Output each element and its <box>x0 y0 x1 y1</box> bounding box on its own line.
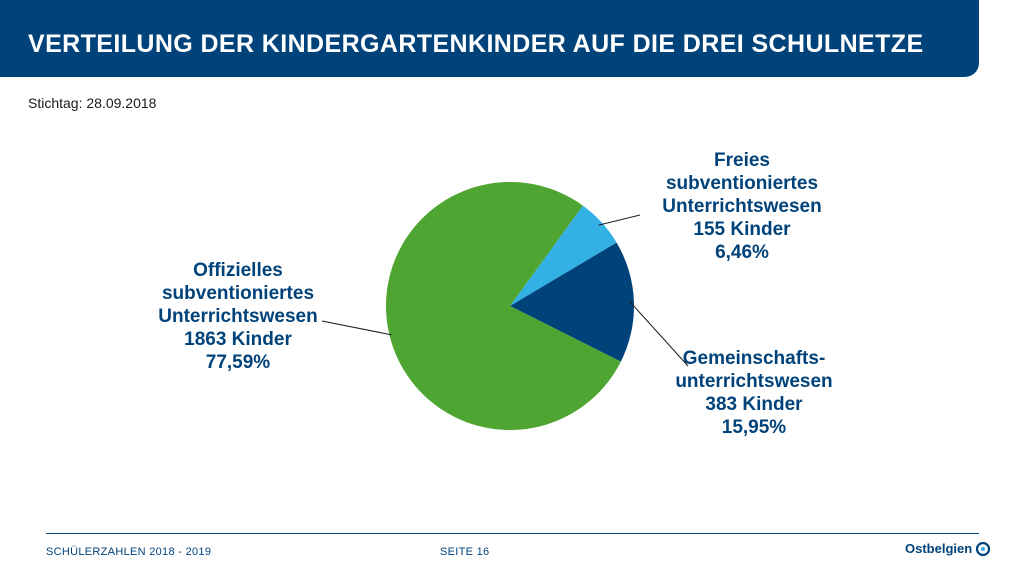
label-line: Offizielles <box>193 260 283 281</box>
label-count: 383 Kinder <box>705 394 803 415</box>
pie-slice-offizielles <box>385 182 621 430</box>
label-gemeinschafts: Gemeinschafts- unterrichtswesen 383 Kind… <box>654 347 854 439</box>
label-line: unterrichtswesen <box>675 371 833 392</box>
page-number: SEITE 16 <box>440 546 490 558</box>
leader-line <box>321 320 392 336</box>
footer-title: SCHÜLERZAHLEN 2018 - 2019 <box>46 546 212 558</box>
label-line: subventioniertes <box>665 173 819 194</box>
label-percent: 6,46% <box>715 242 769 263</box>
footer-divider <box>46 533 979 534</box>
leader-line <box>629 301 689 367</box>
page-title: VERTEILUNG DER KINDERGARTENKINDER AUF DI… <box>28 30 924 58</box>
label-count: 155 Kinder <box>693 219 791 240</box>
label-line: Freies <box>714 150 770 171</box>
reference-date: Stichtag: 28.09.2018 <box>28 95 157 111</box>
label-line: Gemeinschafts- <box>682 348 826 369</box>
label-percent: 77,59% <box>205 352 271 373</box>
label-freies: Freies subventioniertes Unterrichtswesen… <box>640 149 844 264</box>
label-count: 1863 Kinder <box>184 329 292 350</box>
pie-slice-gemeinschafts <box>510 242 634 362</box>
ostbelgien-logo: Ostbelgien <box>905 541 991 556</box>
label-offizielles: Offizielles subventioniertes Unterrichts… <box>136 259 340 374</box>
logo-mark-icon <box>976 541 991 556</box>
pie-slice-freies <box>510 205 617 306</box>
logo-text: Ostbelgien <box>905 541 973 556</box>
label-line: Unterrichtswesen <box>662 196 822 217</box>
header-bar: VERTEILUNG DER KINDERGARTENKINDER AUF DI… <box>0 0 979 77</box>
leader-line <box>598 214 641 226</box>
label-percent: 15,95% <box>721 417 787 438</box>
label-line: Unterrichtswesen <box>158 306 318 327</box>
label-line: subventioniertes <box>161 283 315 304</box>
